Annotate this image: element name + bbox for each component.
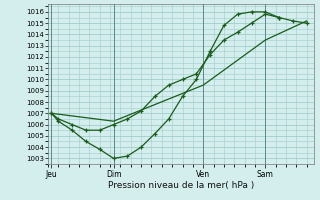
X-axis label: Pression niveau de la mer( hPa ): Pression niveau de la mer( hPa ) — [108, 181, 254, 190]
